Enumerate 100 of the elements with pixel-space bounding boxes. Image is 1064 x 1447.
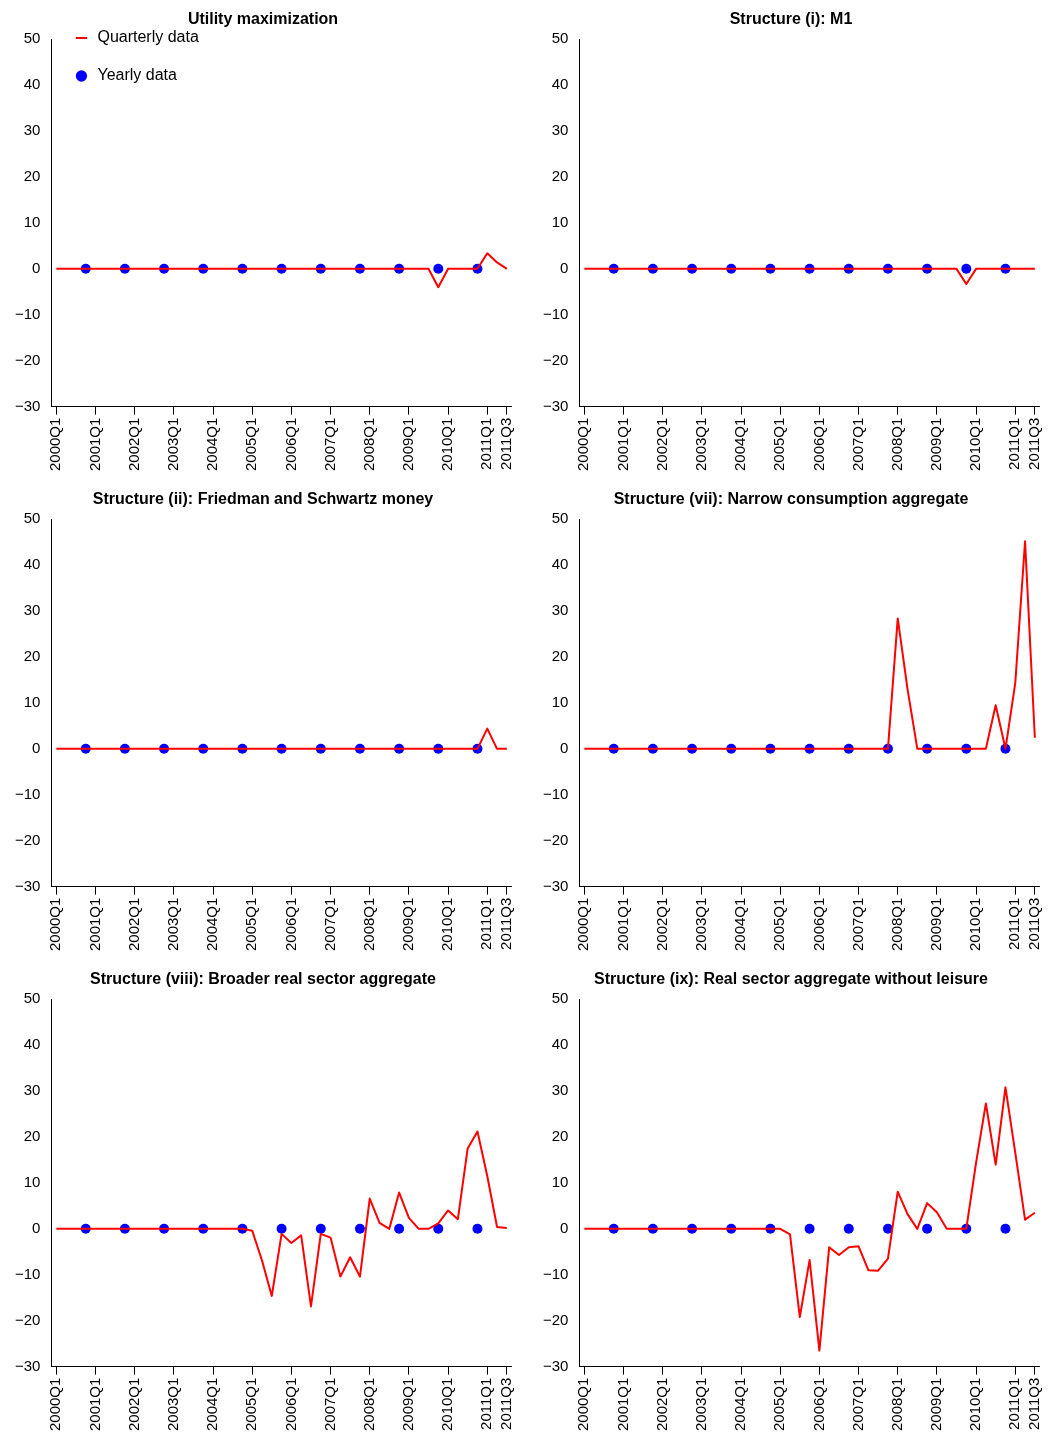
x-tick-label: 2006Q1 [809, 897, 827, 952]
y-tick-label: −20 [14, 350, 41, 368]
y-tick-label: 50 [23, 509, 41, 527]
x-tick-label: 2011Q1 [477, 1377, 495, 1430]
y-tick-label: 40 [23, 1035, 41, 1053]
y-tick-label: −30 [14, 1356, 41, 1374]
x-tick-label: 2000Q1 [46, 417, 64, 472]
y-tick-label: −20 [542, 830, 569, 848]
x-tick-label: 2000Q1 [574, 1377, 592, 1432]
x-tick-label: 2010Q1 [438, 1377, 456, 1432]
legend-label: Yearly data [97, 66, 178, 84]
chart-title: Structure (i): M1 [729, 10, 853, 28]
x-tick-label: 2011Q1 [1005, 1377, 1023, 1430]
x-tick-label: 2003Q1 [164, 1377, 182, 1432]
y-tick-label: 30 [551, 121, 569, 139]
x-tick-label: 2001Q1 [613, 417, 631, 472]
x-tick-label: 2011Q1 [1005, 417, 1023, 470]
x-tick-label: 2010Q1 [966, 1377, 984, 1432]
y-tick-label: −30 [542, 396, 569, 414]
x-tick-label: 2002Q1 [124, 417, 142, 472]
x-tick-label: 2007Q1 [320, 1377, 338, 1432]
x-tick-label: 2011Q3 [1024, 897, 1042, 950]
y-tick-label: −10 [14, 1264, 41, 1282]
x-tick-label: 2003Q1 [692, 1377, 710, 1432]
x-tick-label: 2009Q1 [927, 417, 945, 472]
x-tick-label: 2004Q1 [203, 417, 221, 472]
y-tick-label: −20 [542, 350, 569, 368]
x-tick-label: 2010Q1 [966, 417, 984, 472]
y-tick-label: 20 [551, 167, 569, 185]
x-tick-label: 2001Q1 [613, 1377, 631, 1432]
x-tick-label: 2001Q1 [85, 417, 103, 472]
y-tick-label: −10 [542, 304, 569, 322]
x-tick-label: 2006Q1 [281, 417, 299, 472]
y-tick-label: 40 [551, 75, 569, 93]
x-tick-label: 2003Q1 [164, 417, 182, 472]
x-tick-label: 2006Q1 [281, 1377, 299, 1432]
y-tick-label: 0 [560, 1218, 569, 1236]
x-tick-label: 2011Q1 [1005, 897, 1023, 950]
x-tick-label: 2006Q1 [809, 1377, 827, 1432]
x-tick-label: 2001Q1 [85, 897, 103, 952]
x-tick-label: 2005Q1 [242, 1377, 260, 1432]
y-tick-label: 50 [23, 29, 41, 47]
x-tick-label: 2005Q1 [770, 1377, 788, 1432]
x-tick-label: 2002Q1 [652, 1377, 670, 1432]
x-tick-label: 2004Q1 [731, 897, 749, 952]
y-tick-label: −30 [542, 876, 569, 894]
y-tick-label: −10 [542, 1264, 569, 1282]
chart-title: Structure (ii): Friedman and Schwartz money [92, 490, 434, 508]
y-tick-label: 40 [23, 555, 41, 573]
x-tick-label: 2004Q1 [203, 897, 221, 952]
x-tick-label: 2007Q1 [848, 897, 866, 952]
y-tick-label: 30 [23, 1081, 41, 1099]
y-tick-label: 20 [551, 1127, 569, 1145]
x-tick-label: 2002Q1 [124, 1377, 142, 1432]
x-tick-label: 2009Q1 [927, 1377, 945, 1432]
x-tick-label: 2008Q1 [359, 897, 377, 952]
x-tick-label: 2005Q1 [770, 417, 788, 472]
y-tick-label: −30 [542, 1356, 569, 1374]
x-tick-label: 2002Q1 [124, 897, 142, 952]
chart-title: Utility maximization [187, 10, 339, 28]
y-tick-label: 40 [23, 75, 41, 93]
y-tick-label: −20 [542, 1310, 569, 1328]
y-tick-label: 30 [551, 601, 569, 619]
y-tick-label: 50 [551, 29, 569, 47]
y-tick-label: 20 [23, 167, 41, 185]
x-tick-label: 2010Q1 [966, 897, 984, 952]
y-tick-label: −20 [14, 830, 41, 848]
y-tick-label: −30 [14, 876, 41, 894]
y-tick-label: 30 [23, 601, 41, 619]
y-tick-label: −10 [14, 784, 41, 802]
x-tick-label: 2003Q1 [692, 417, 710, 472]
chart-title: Structure (ix): Real sector aggregate without leisure [594, 970, 989, 988]
x-tick-label: 2001Q1 [613, 897, 631, 952]
y-tick-label: 40 [551, 1035, 569, 1053]
x-tick-label: 2000Q1 [46, 897, 64, 952]
x-tick-label: 2007Q1 [848, 1377, 866, 1432]
x-tick-label: 2009Q1 [399, 897, 417, 952]
chart-title: Structure (viii): Broader real sector aggregate [90, 970, 437, 988]
legend-label: Quarterly data [97, 28, 199, 46]
x-tick-label: 2011Q3 [1024, 1377, 1042, 1430]
y-tick-label: 0 [560, 258, 569, 276]
x-tick-label: 2011Q1 [477, 897, 495, 950]
x-tick-label: 2004Q1 [203, 1377, 221, 1432]
y-tick-label: 20 [551, 647, 569, 665]
x-tick-label: 2010Q1 [438, 897, 456, 952]
y-tick-label: 0 [32, 1218, 41, 1236]
y-tick-label: 20 [23, 1127, 41, 1145]
x-tick-label: 2002Q1 [652, 417, 670, 472]
x-tick-label: 2011Q3 [496, 897, 514, 950]
y-tick-label: 0 [32, 258, 41, 276]
x-tick-label: 2007Q1 [320, 417, 338, 472]
x-tick-label: 2006Q1 [281, 897, 299, 952]
x-tick-label: 2000Q1 [574, 897, 592, 952]
x-tick-label: 2002Q1 [652, 897, 670, 952]
y-tick-label: 40 [551, 555, 569, 573]
x-tick-label: 2010Q1 [438, 417, 456, 472]
x-tick-label: 2011Q3 [496, 417, 514, 470]
x-tick-label: 2003Q1 [164, 897, 182, 952]
x-tick-label: 2003Q1 [692, 897, 710, 952]
y-tick-label: −20 [14, 1310, 41, 1328]
